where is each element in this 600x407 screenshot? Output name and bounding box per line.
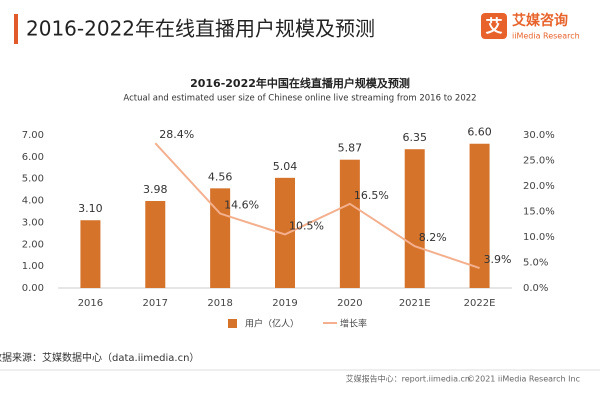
y-tick-label: 6.00 [22,152,44,163]
bar-label: 5.04 [273,160,298,173]
bar-label: 4.56 [208,170,233,183]
y2-tick-label: 25.0% [523,156,555,167]
header-title: 2016-2022年在线直播用户规模及预测 [26,17,375,41]
logo-sub: iiMedia Research [512,32,580,41]
line-label: 28.4% [159,128,194,141]
bar [339,159,360,288]
bar [145,201,166,288]
legend-swatch [228,319,237,328]
y2-tick-label: 0.0% [523,283,548,294]
footer-copyright: ©2021 iiMedia Research Inc [467,375,580,384]
y-tick-label: 4.00 [22,196,44,207]
x-tick-label: 2019 [272,298,297,309]
y2-tick-label: 20.0% [523,181,555,192]
header-accent [14,14,18,44]
bar [210,188,231,288]
y2-tick-label: 5.0% [523,258,548,269]
y-tick-label: 2.00 [22,239,44,250]
y2-tick-label: 10.0% [523,232,555,243]
line-label: 16.5% [354,189,389,202]
bar [275,177,295,288]
x-tick-label: 2022E [464,298,496,309]
legend-label: 增长率 [340,318,367,330]
bar-label: 6.60 [467,126,492,139]
bar-label: 3.10 [78,202,103,215]
line [154,142,480,270]
line-label: 3.9% [484,253,512,266]
line-label: 14.6% [224,199,259,212]
bar [469,143,490,288]
logo-text: 艾媒咨询 [512,12,568,29]
bar [80,220,101,288]
y-tick-label: 7.00 [22,130,44,141]
legend-label: 用户（亿人） [245,318,299,330]
y-tick-label: 5.00 [22,174,44,185]
bar-label: 5.87 [338,142,363,155]
y2-tick-label: 30.0% [523,130,555,141]
chart-title: 2016-2022年中国在线直播用户规模及预测 [190,76,410,90]
bar-label: 3.98 [143,183,168,196]
y-tick-label: 3.00 [22,217,44,228]
source: 数据来源：艾媒数据中心（data.iimedia.cn） [0,351,199,364]
line-label: 8.2% [419,231,447,244]
y-tick-label: 1.00 [22,261,44,272]
logo-icon [481,13,507,39]
y-tick-label: 0.00 [22,283,44,294]
footer-site: 艾媒报告中心：report.iimedia.cn [346,374,470,384]
x-tick-label: 2016 [78,298,103,309]
x-tick-label: 2021E [399,298,431,309]
bar-label: 6.35 [402,131,427,144]
y2-tick-label: 15.0% [523,207,555,218]
x-tick-label: 2017 [143,298,168,309]
line-label: 10.5% [289,219,324,232]
bar [404,149,425,288]
x-tick-label: 2020 [337,298,362,309]
chart-subtitle: Actual and estimated user size of Chines… [123,94,476,104]
logo-icon-text: 艾 [486,16,503,37]
x-tick-label: 2018 [207,298,232,309]
